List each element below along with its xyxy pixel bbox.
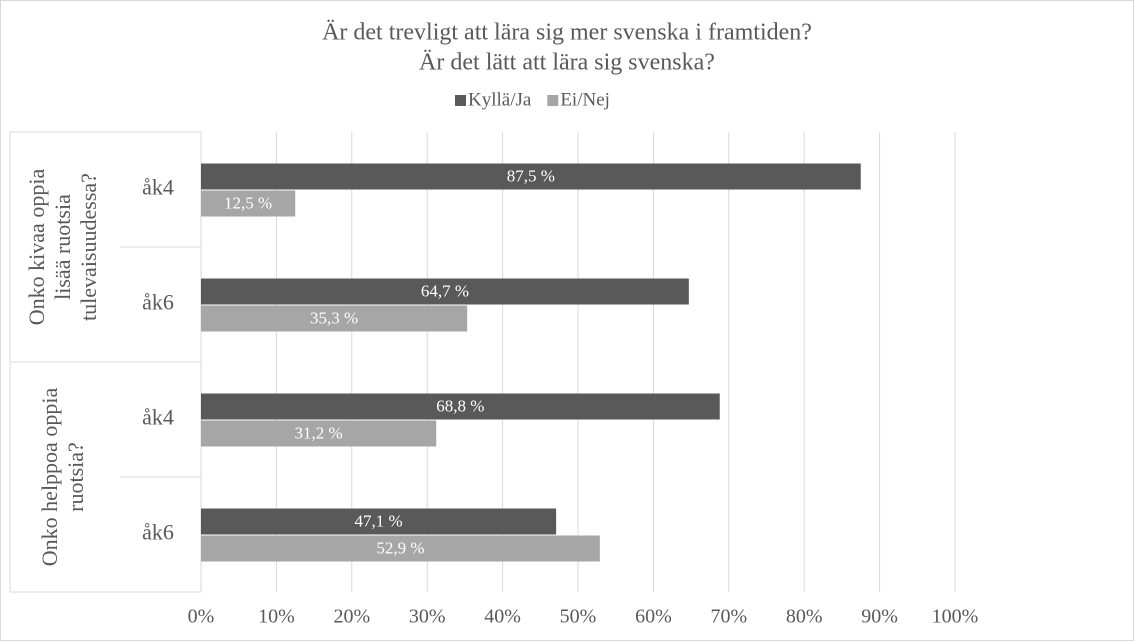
bar [201, 535, 600, 562]
legend-swatch [455, 95, 466, 106]
group-label: tulevaisuudessa? [76, 173, 101, 321]
x-tick-label: 10% [258, 606, 295, 628]
category-label: åk4 [142, 405, 174, 430]
legend-label: Kyllä/Ja [468, 89, 532, 110]
bar [201, 393, 720, 420]
bar [201, 190, 296, 217]
data-label: 31,2 % [295, 423, 343, 442]
data-label: 35,3 % [310, 308, 358, 327]
data-label: 52,9 % [376, 538, 424, 557]
category-label: åk6 [142, 520, 174, 545]
chart-title: Är det trevligt att lära sig mer svenska… [322, 20, 812, 46]
data-label: 68,8 % [436, 396, 484, 415]
category-label: åk6 [142, 290, 174, 315]
x-tick-label: 90% [861, 606, 898, 628]
bar [201, 278, 689, 305]
bar [201, 508, 557, 535]
data-label: 12,5 % [224, 193, 272, 212]
category-label: åk4 [142, 175, 174, 200]
x-tick-label: 80% [786, 606, 823, 628]
chart-title: Är det lätt att lära sig svenska? [419, 50, 715, 76]
group-label: ruotsia? [63, 442, 88, 512]
bar [201, 420, 437, 447]
data-label: 47,1 % [354, 511, 402, 530]
bar [201, 163, 861, 190]
x-tick-label: 50% [560, 606, 597, 628]
x-tick-label: 0% [188, 606, 215, 628]
x-tick-label: 20% [333, 606, 370, 628]
data-label: 64,7 % [421, 281, 469, 300]
data-label: 87,5 % [507, 166, 555, 185]
legend-swatch [547, 95, 559, 106]
x-tick-label: 70% [710, 606, 747, 628]
x-tick-label: 100% [932, 606, 979, 628]
x-tick-label: 40% [484, 606, 521, 628]
group-label: lisää ruotsia [50, 194, 75, 300]
group-label: Onko helppoa oppia [37, 388, 62, 567]
bar [201, 305, 468, 332]
legend-label: Ei/Nej [560, 89, 610, 110]
x-tick-label: 30% [409, 606, 446, 628]
group-label: Onko kivaa oppia [24, 169, 49, 326]
x-tick-label: 60% [635, 606, 672, 628]
